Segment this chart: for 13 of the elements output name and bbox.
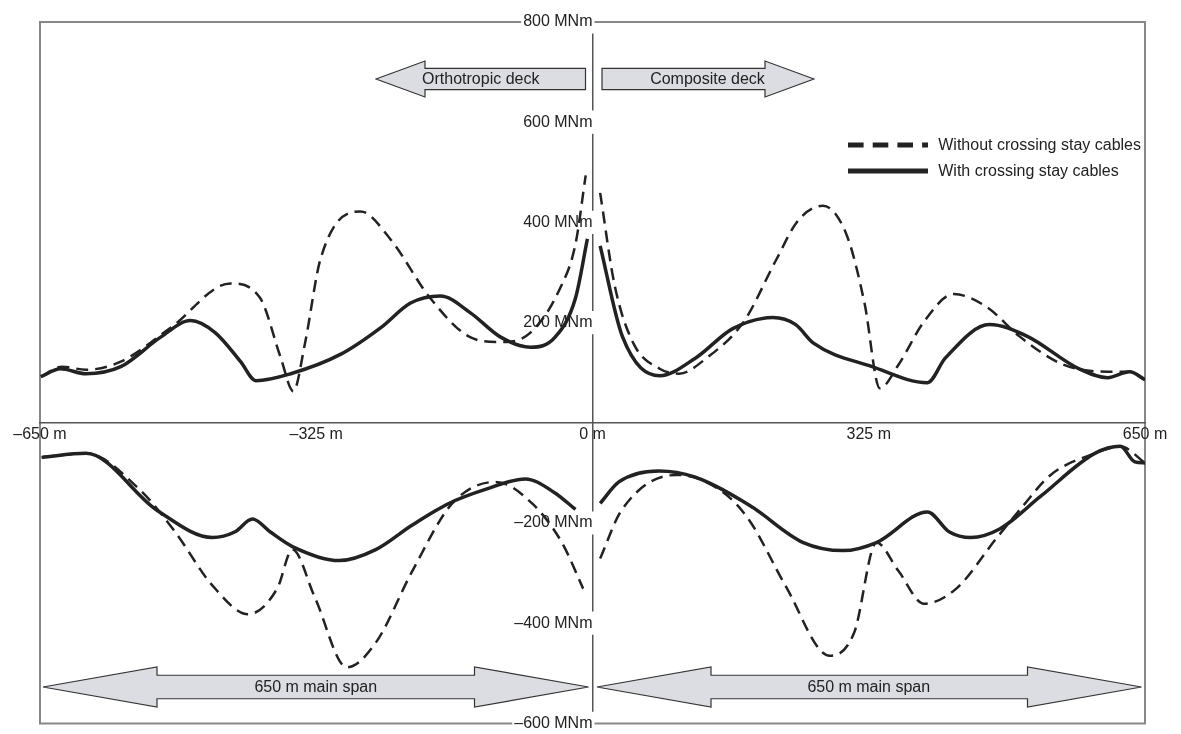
- y-tick-label: 600 MNm: [523, 112, 593, 130]
- x-tick-label: –650 m: [13, 424, 67, 442]
- y-tick-label: 400 MNm: [523, 212, 593, 230]
- y-tick-label: 800 MNm: [523, 12, 593, 30]
- y-tick-label: –400 MNm: [514, 613, 593, 631]
- y-tick-label: –600 MNm: [514, 713, 593, 731]
- x-tick-label: 0 m: [579, 424, 606, 442]
- legend-label: Without crossing stay cables: [938, 136, 1141, 154]
- x-tick-label: 650 m: [1122, 424, 1168, 442]
- y-tick-label: –200 MNm: [514, 513, 593, 531]
- legend-label: With crossing stay cables: [938, 162, 1119, 180]
- x-tick-label: 325 m: [846, 424, 891, 442]
- x-tick-label: –325 m: [289, 424, 343, 442]
